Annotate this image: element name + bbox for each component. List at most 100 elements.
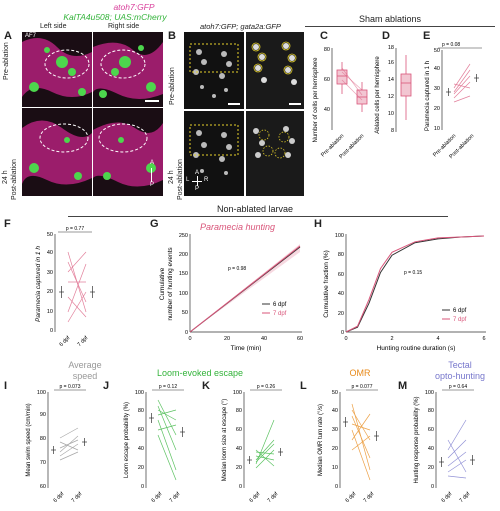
panel-f-ytick-1: 10: [47, 309, 53, 315]
panel-c-pair-line: [341, 79, 363, 101]
panel-l-label: L: [300, 380, 307, 392]
panel-l-ylabel: Median OMR turn rate (°/s): [318, 404, 324, 476]
panel-c-pair-line: [341, 67, 363, 96]
panel-e-pair-line: [453, 75, 471, 95]
panel-j-pair-line: [157, 405, 177, 451]
panel-h-ylabel: Cumulative fraction (%): [323, 250, 330, 318]
panel-m-xtick-0: 6 dpf: [441, 491, 454, 504]
panel-k-pair-line: [255, 419, 275, 465]
panel-i-ytick-3: 90: [40, 412, 46, 418]
panel-i-ytick-2: 80: [40, 436, 46, 442]
panel-g-xtick-1: 20: [224, 336, 230, 342]
panel-g-label: G: [150, 218, 159, 230]
panel-j-label: J: [103, 380, 110, 392]
panel-i-ytick-1: 70: [40, 460, 46, 466]
panel-e-pair-line: [453, 69, 471, 93]
sham-header: Sham ablations: [358, 14, 422, 24]
panel-j-ytick-5: 100: [135, 390, 144, 396]
panel-l-pair-line: [351, 415, 371, 459]
panel-h-legend-6: 6 dpf: [453, 308, 467, 314]
panel-h-legend-7: 7 dpf: [453, 317, 467, 323]
panel-i-pair-line: [59, 427, 79, 439]
panel-h-ytick-5: 100: [335, 233, 344, 239]
panel-g-xtick-3: 60: [297, 336, 303, 342]
panel-a-label: A: [4, 30, 12, 42]
panel-g-ytick-5: 250: [179, 233, 188, 239]
panel-a-right-side: Right side: [108, 23, 140, 30]
panel-b-image-pre-zoom: [246, 32, 304, 109]
panel-h-xlabel: Hunting routine duration (s): [377, 345, 456, 352]
panel-f-label: F: [4, 218, 11, 230]
panel-d-ylabel: Ablated cells per hemisphere: [375, 56, 381, 134]
panel-m-label: M: [398, 380, 408, 392]
panel-i-ytick-4: 100: [37, 390, 46, 396]
panel-f-pair-line: [67, 251, 87, 273]
panel-j-ytick-0: 0: [141, 484, 144, 490]
panel-a-title-line1: atoh7:GFP: [113, 2, 155, 12]
panel-c-ylabel: Number of cells per hemisphere: [313, 57, 319, 143]
panel-k-ytick-0: 0: [239, 484, 242, 490]
panel-i-xtick-0: 6 dpf: [53, 491, 66, 504]
nonablated-header-rule: [68, 216, 448, 217]
panel-d-box: [400, 73, 412, 97]
panel-j-xtick-1: 7 dpf: [169, 491, 182, 504]
panel-g-ylabel1: Cumulative: [159, 267, 166, 300]
panel-k-pair-line: [255, 449, 275, 469]
panel-m-xtick-1: 7 dpf: [459, 491, 472, 504]
panel-i-pair-line: [59, 451, 79, 461]
panel-i-title2: speed: [72, 371, 98, 381]
panel-k-pair-line: [255, 449, 275, 467]
panel-h-chart: Cumulative fraction (%) 0 20 40 60 80 10…: [323, 233, 486, 352]
panel-h-xtick-3: 6: [482, 336, 485, 342]
panel-m-ytick-5: 100: [425, 390, 434, 396]
panel-g-xlabel: Time (min): [231, 345, 262, 352]
panel-f-xtick-0: 6 dpf: [59, 335, 72, 348]
panel-k-pair-line: [255, 443, 275, 463]
panel-b-axis-r: R: [204, 177, 209, 183]
panel-j-ylabel: Loom escape probability (%): [124, 402, 130, 478]
panel-b-row-pre: Pre-ablation: [169, 67, 176, 105]
panel-l-ytick-3: 30: [332, 427, 338, 433]
nonablated-header: Non-ablated larvae: [216, 204, 294, 214]
panel-i-pair-line: [59, 435, 79, 453]
panel-a-scale-bar: [145, 100, 159, 102]
panel-m-pair-line: [447, 451, 467, 467]
panel-j-ytick-4: 80: [138, 408, 144, 414]
panel-a-axis-line: [151, 168, 152, 182]
panel-k-xtick-1: 7 dpf: [267, 491, 280, 504]
panel-j-ytick-3: 60: [138, 427, 144, 433]
panel-f-ytick-2: 20: [47, 289, 53, 295]
panel-b-scale-bar-1: [228, 103, 240, 105]
panel-f-ytick-4: 40: [47, 250, 53, 256]
panel-g-xtick-2: 40: [261, 336, 267, 342]
panel-e-label: E: [423, 30, 431, 42]
panel-j-pvalue: p = 0.12: [159, 384, 177, 390]
panel-j-pair-line: [157, 409, 177, 421]
panel-e-ylabel: Paramecia captured in 1 h: [425, 61, 431, 131]
panel-g-chart: Cumulative number of hunting events 0 50…: [159, 233, 303, 352]
panel-i-label: I: [4, 380, 8, 392]
panel-h-pvalue: p = 0.15: [404, 270, 422, 276]
panel-k-pvalue: p = 0.26: [257, 384, 275, 390]
panel-k-xtick-0: 6 dpf: [249, 491, 262, 504]
panel-e-ytick-1: 20: [434, 106, 440, 112]
panel-k-label: K: [202, 380, 210, 392]
panel-g-title: Paramecia hunting: [200, 222, 276, 232]
panel-f-pair-line: [67, 251, 87, 313]
panel-f-ytick-3: 30: [47, 270, 53, 276]
panel-j-xtick-0: 6 dpf: [151, 491, 164, 504]
panel-m-title2: opto-hunting: [434, 371, 486, 381]
sham-header-rule: [305, 26, 495, 27]
panel-c-ytick-2: 80: [324, 47, 330, 53]
panel-g-series-7dpf: [189, 245, 301, 333]
panel-a-row-pre: Pre-ablation: [3, 42, 10, 80]
panel-f-ytick-0: 0: [50, 328, 53, 334]
panel-b-row-post: Post-ablation: [177, 159, 184, 200]
panel-l-pair-line: [351, 429, 371, 481]
panel-m-ytick-4: 80: [428, 408, 434, 414]
panel-b-image-post-zoom: [246, 111, 304, 196]
panel-g-ytick-3: 150: [179, 271, 188, 277]
panel-a-image-left-pre: [22, 32, 92, 107]
panel-a-image-left-post: [22, 108, 92, 196]
panel-a-axis-p: P: [150, 182, 155, 188]
